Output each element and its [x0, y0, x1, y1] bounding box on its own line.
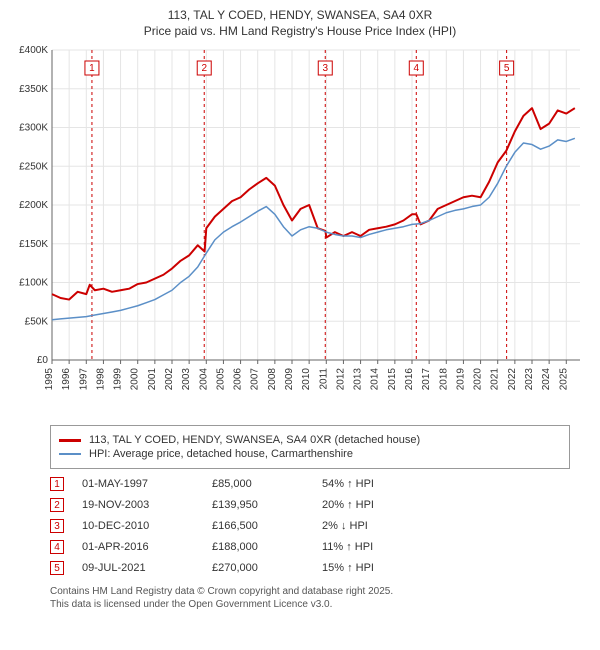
- svg-text:1995: 1995: [44, 368, 55, 391]
- svg-text:2022: 2022: [507, 368, 518, 391]
- svg-text:2018: 2018: [438, 368, 449, 391]
- svg-text:£200K: £200K: [19, 200, 48, 211]
- svg-text:£150K: £150K: [19, 239, 48, 250]
- svg-text:2004: 2004: [198, 368, 209, 391]
- transaction-delta: 20% ↑ HPI: [322, 499, 462, 511]
- transaction-delta: 11% ↑ HPI: [322, 541, 462, 553]
- transaction-marker: 1: [50, 477, 64, 491]
- legend-row-1: 113, TAL Y COED, HENDY, SWANSEA, SA4 0XR…: [59, 434, 561, 446]
- transaction-price: £188,000: [212, 541, 322, 553]
- svg-text:5: 5: [504, 63, 510, 74]
- svg-text:2020: 2020: [473, 368, 484, 391]
- transaction-row: 4 01-APR-2016£188,00011% ↑ HPI: [50, 540, 570, 554]
- svg-text:2007: 2007: [250, 368, 261, 391]
- transaction-row: 1 01-MAY-1997£85,00054% ↑ HPI: [50, 477, 570, 491]
- transaction-price: £139,950: [212, 499, 322, 511]
- transaction-row: 5 09-JUL-2021£270,00015% ↑ HPI: [50, 561, 570, 575]
- footer-line1: Contains HM Land Registry data © Crown c…: [50, 585, 590, 598]
- svg-text:2003: 2003: [181, 368, 192, 391]
- transaction-table: 1 01-MAY-1997£85,00054% ↑ HPI 2 19-NOV-2003…: [50, 477, 570, 575]
- svg-text:2006: 2006: [233, 368, 244, 391]
- footer: Contains HM Land Registry data © Crown c…: [50, 585, 590, 611]
- svg-text:£300K: £300K: [19, 123, 48, 134]
- transaction-marker: 4: [50, 540, 64, 554]
- svg-text:£350K: £350K: [19, 84, 48, 95]
- title-line2: Price paid vs. HM Land Registry's House …: [10, 24, 590, 40]
- transaction-date: 01-APR-2016: [82, 541, 212, 553]
- legend-swatch-2: [59, 453, 81, 455]
- svg-text:1996: 1996: [61, 368, 72, 391]
- svg-text:2005: 2005: [215, 368, 226, 391]
- svg-text:4: 4: [414, 63, 420, 74]
- svg-text:2008: 2008: [267, 368, 278, 391]
- svg-text:2024: 2024: [541, 368, 552, 391]
- svg-text:£250K: £250K: [19, 161, 48, 172]
- svg-text:2017: 2017: [421, 368, 432, 391]
- transaction-delta: 54% ↑ HPI: [322, 478, 462, 490]
- svg-text:2: 2: [201, 63, 207, 74]
- footer-line2: This data is licensed under the Open Gov…: [50, 598, 590, 611]
- transaction-delta: 2% ↓ HPI: [322, 520, 462, 532]
- svg-text:2016: 2016: [404, 368, 415, 391]
- svg-text:1997: 1997: [78, 368, 89, 391]
- svg-text:2009: 2009: [284, 368, 295, 391]
- legend-row-2: HPI: Average price, detached house, Carm…: [59, 448, 561, 460]
- transaction-price: £166,500: [212, 520, 322, 532]
- svg-text:2012: 2012: [335, 368, 346, 391]
- legend-box: 113, TAL Y COED, HENDY, SWANSEA, SA4 0XR…: [50, 425, 570, 469]
- svg-text:£100K: £100K: [19, 278, 48, 289]
- svg-text:2000: 2000: [130, 368, 141, 391]
- transaction-row: 2 19-NOV-2003£139,95020% ↑ HPI: [50, 498, 570, 512]
- svg-text:£0: £0: [37, 355, 49, 366]
- svg-text:2025: 2025: [558, 368, 569, 391]
- transaction-price: £85,000: [212, 478, 322, 490]
- svg-text:£50K: £50K: [25, 316, 49, 327]
- svg-text:2021: 2021: [490, 368, 501, 391]
- transaction-date: 01-MAY-1997: [82, 478, 212, 490]
- svg-text:2010: 2010: [301, 368, 312, 391]
- svg-text:2014: 2014: [370, 368, 381, 391]
- svg-text:£400K: £400K: [19, 45, 48, 56]
- transaction-marker: 2: [50, 498, 64, 512]
- svg-text:2001: 2001: [147, 368, 158, 391]
- chart-svg: £0 £50K £100K £150K £200K £250K £300K £350K £400…: [10, 45, 590, 415]
- chart-title: 113, TAL Y COED, HENDY, SWANSEA, SA4 0XR…: [10, 8, 590, 39]
- legend-label-2: HPI: Average price, detached house, Carm…: [89, 448, 353, 460]
- transaction-price: £270,000: [212, 562, 322, 574]
- svg-text:1: 1: [89, 63, 95, 74]
- chart-area: £0 £50K £100K £150K £200K £250K £300K £350K £400…: [10, 45, 590, 415]
- transaction-marker: 5: [50, 561, 64, 575]
- transaction-date: 19-NOV-2003: [82, 499, 212, 511]
- svg-text:2023: 2023: [524, 368, 535, 391]
- title-line1: 113, TAL Y COED, HENDY, SWANSEA, SA4 0XR: [10, 8, 590, 24]
- svg-text:1998: 1998: [95, 368, 106, 391]
- svg-text:2011: 2011: [318, 368, 329, 390]
- transaction-date: 10-DEC-2010: [82, 520, 212, 532]
- svg-text:2015: 2015: [387, 368, 398, 391]
- svg-text:2002: 2002: [164, 368, 175, 391]
- legend-label-1: 113, TAL Y COED, HENDY, SWANSEA, SA4 0XR…: [89, 434, 420, 446]
- transaction-date: 09-JUL-2021: [82, 562, 212, 574]
- legend-swatch-1: [59, 439, 81, 442]
- transaction-row: 3 10-DEC-2010£166,5002% ↓ HPI: [50, 519, 570, 533]
- transaction-marker: 3: [50, 519, 64, 533]
- svg-text:1999: 1999: [113, 368, 124, 391]
- svg-text:2013: 2013: [353, 368, 364, 391]
- transaction-delta: 15% ↑ HPI: [322, 562, 462, 574]
- svg-text:2019: 2019: [455, 368, 466, 391]
- svg-text:3: 3: [322, 63, 328, 74]
